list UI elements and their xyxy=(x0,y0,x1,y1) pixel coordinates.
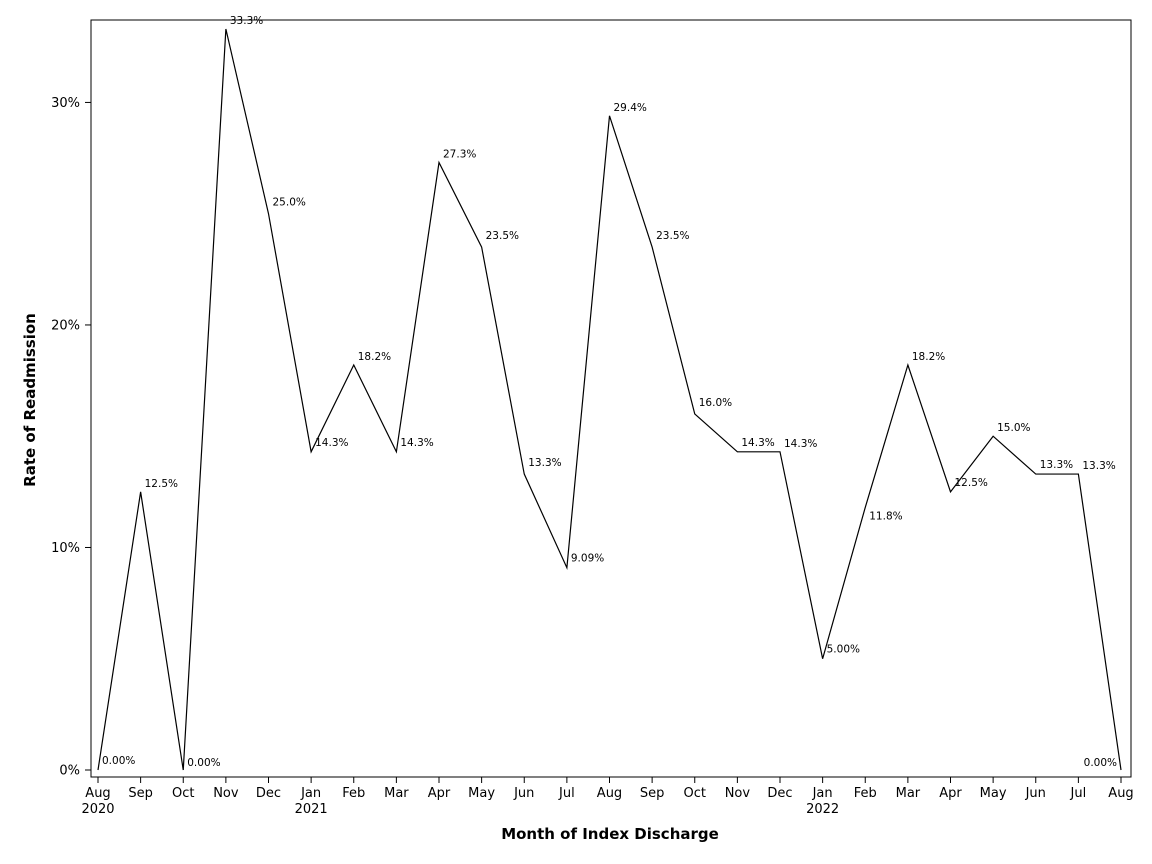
point-data-label: 11.8% xyxy=(869,510,902,522)
x-tick-label: Jun xyxy=(1025,786,1046,801)
point-data-label: 0.00% xyxy=(1084,757,1117,769)
point-data-label: 5.00% xyxy=(827,644,860,656)
x-year-label: 2022 xyxy=(806,802,839,817)
x-tick-label: Oct xyxy=(684,786,706,801)
x-tick-label: Sep xyxy=(128,786,153,801)
x-tick-label: Apr xyxy=(939,786,962,801)
x-tick-label: Aug xyxy=(1108,786,1133,801)
x-tick-label: Aug xyxy=(85,786,110,801)
x-tick-label: May xyxy=(468,786,495,801)
x-tick-label: Feb xyxy=(854,786,877,801)
point-data-label: 27.3% xyxy=(443,149,476,161)
data-labels: 0.00% 12.5% 0.00% 33.3% 25.0% 14.3% 18.2% 14.3%… xyxy=(102,15,1117,769)
x-tick-label: Apr xyxy=(428,786,451,801)
point-data-label: 14.3% xyxy=(400,437,433,449)
plot-frame xyxy=(90,19,1132,778)
x-tick-label: Aug xyxy=(597,786,622,801)
point-data-label: 14.3% xyxy=(741,437,774,449)
x-tick-label: Jul xyxy=(1070,786,1087,801)
x-axis-title: Month of Index Discharge xyxy=(501,825,719,843)
point-data-label: 0.00% xyxy=(102,755,135,767)
point-data-label: 14.3% xyxy=(784,438,817,450)
point-data-label: 18.2% xyxy=(358,351,391,363)
x-tick-label: Sep xyxy=(640,786,665,801)
x-tick-label: Nov xyxy=(213,786,239,801)
y-tick-label: 0% xyxy=(59,764,80,779)
x-tick-label: Nov xyxy=(725,786,751,801)
x-tick-label: Jul xyxy=(558,786,575,801)
y-tick-label: 20% xyxy=(51,318,80,333)
point-data-label: 0.00% xyxy=(187,757,220,769)
point-data-label: 12.5% xyxy=(955,477,988,489)
point-data-label: 15.0% xyxy=(997,422,1030,434)
point-data-label: 14.3% xyxy=(315,437,348,449)
point-data-label: 16.0% xyxy=(699,397,732,409)
y-tick-label: 30% xyxy=(51,96,80,111)
point-data-label: 23.5% xyxy=(656,230,689,242)
point-data-label: 13.3% xyxy=(528,457,561,469)
x-year-label: 2021 xyxy=(295,802,328,817)
point-data-label: 9.09% xyxy=(571,553,604,565)
x-tick-label: Dec xyxy=(256,786,281,801)
point-data-label: 12.5% xyxy=(145,478,178,490)
x-tick-label: Jan xyxy=(300,786,321,801)
y-axis-title: Rate of Readmission xyxy=(21,313,39,487)
y-axis: 0% 10% 20% 30% xyxy=(51,96,91,779)
point-data-label: 13.3% xyxy=(1040,459,1073,471)
x-tick-label: May xyxy=(980,786,1007,801)
x-tick-label: Oct xyxy=(172,786,194,801)
readmission-rate-line xyxy=(97,28,1122,771)
x-tick-label: Mar xyxy=(384,786,409,801)
point-data-label: 33.3% xyxy=(230,15,263,27)
point-data-label: 23.5% xyxy=(486,230,519,242)
x-year-label: 2020 xyxy=(81,802,114,817)
y-tick-label: 10% xyxy=(51,541,80,556)
point-data-label: 18.2% xyxy=(912,351,945,363)
x-tick-label: Dec xyxy=(767,786,792,801)
x-tick-label: Jan xyxy=(812,786,833,801)
point-data-label: 29.4% xyxy=(614,102,647,114)
x-tick-label: Mar xyxy=(896,786,921,801)
point-data-label: 13.3% xyxy=(1082,460,1115,472)
x-tick-label: Jun xyxy=(513,786,534,801)
point-data-label: 25.0% xyxy=(273,197,306,209)
x-tick-label: Feb xyxy=(342,786,365,801)
